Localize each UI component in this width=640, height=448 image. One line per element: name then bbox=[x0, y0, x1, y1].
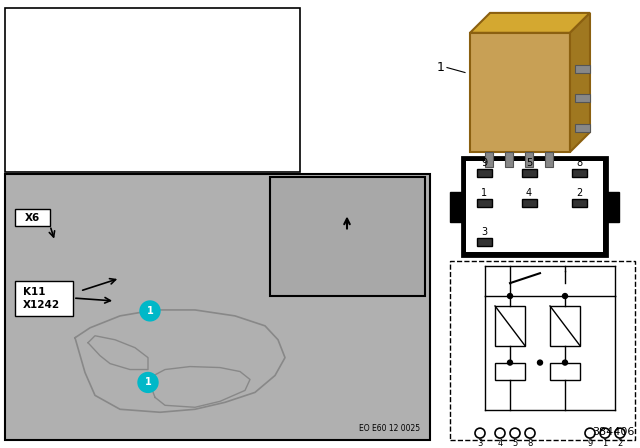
Circle shape bbox=[475, 428, 485, 438]
Circle shape bbox=[495, 428, 505, 438]
Text: K11: K11 bbox=[23, 287, 45, 297]
Bar bbox=[575, 65, 590, 73]
Bar bbox=[550, 362, 580, 380]
Text: 4: 4 bbox=[497, 439, 502, 448]
Bar bbox=[100, 237, 300, 396]
Bar bbox=[5, 8, 300, 172]
Bar bbox=[15, 281, 73, 316]
Bar bbox=[545, 152, 553, 167]
Bar bbox=[522, 198, 537, 207]
Text: 9: 9 bbox=[481, 158, 487, 168]
Text: 8: 8 bbox=[576, 158, 582, 168]
Text: X1242: X1242 bbox=[23, 300, 60, 310]
Circle shape bbox=[563, 293, 568, 298]
Bar bbox=[572, 198, 587, 207]
Bar bbox=[572, 169, 587, 177]
Bar bbox=[477, 169, 492, 177]
Circle shape bbox=[600, 428, 610, 438]
Bar bbox=[462, 157, 607, 256]
Bar bbox=[575, 95, 590, 102]
Polygon shape bbox=[570, 13, 590, 152]
Bar bbox=[450, 261, 635, 440]
Bar bbox=[495, 306, 525, 346]
Bar bbox=[575, 124, 590, 132]
Bar bbox=[15, 209, 50, 227]
Text: 4: 4 bbox=[526, 188, 532, 198]
Bar bbox=[485, 152, 493, 167]
Circle shape bbox=[538, 360, 543, 365]
Bar bbox=[477, 238, 492, 246]
Text: 5: 5 bbox=[526, 158, 532, 168]
Text: EO E60 12 0025: EO E60 12 0025 bbox=[359, 424, 420, 433]
Bar bbox=[525, 152, 533, 167]
Text: 1: 1 bbox=[437, 61, 445, 74]
Circle shape bbox=[563, 360, 568, 365]
Polygon shape bbox=[470, 13, 590, 33]
Circle shape bbox=[138, 373, 158, 392]
Text: 1: 1 bbox=[145, 378, 152, 388]
Text: 9: 9 bbox=[588, 439, 593, 448]
Text: 2: 2 bbox=[618, 439, 623, 448]
Text: 1: 1 bbox=[147, 306, 154, 316]
Text: 1: 1 bbox=[602, 439, 607, 448]
Text: 1: 1 bbox=[481, 188, 487, 198]
Text: 3: 3 bbox=[477, 439, 483, 448]
Bar bbox=[5, 174, 430, 440]
Text: X6: X6 bbox=[24, 212, 40, 223]
Text: 8: 8 bbox=[527, 439, 532, 448]
Bar bbox=[477, 198, 492, 207]
Bar bbox=[466, 161, 603, 252]
Bar bbox=[607, 192, 619, 221]
Bar bbox=[495, 362, 525, 380]
Text: 2: 2 bbox=[576, 188, 582, 198]
Text: 3: 3 bbox=[481, 228, 487, 237]
Bar bbox=[505, 152, 513, 167]
Circle shape bbox=[615, 428, 625, 438]
Bar bbox=[522, 169, 537, 177]
Bar bbox=[270, 177, 425, 296]
Circle shape bbox=[140, 301, 160, 321]
Text: 384406: 384406 bbox=[593, 427, 635, 437]
Circle shape bbox=[508, 360, 513, 365]
Bar bbox=[550, 306, 580, 346]
Circle shape bbox=[510, 428, 520, 438]
Circle shape bbox=[585, 428, 595, 438]
Polygon shape bbox=[470, 33, 570, 152]
Text: 5: 5 bbox=[513, 439, 518, 448]
Circle shape bbox=[508, 293, 513, 298]
Bar bbox=[5, 174, 430, 440]
Bar bbox=[450, 192, 462, 221]
Circle shape bbox=[525, 428, 535, 438]
